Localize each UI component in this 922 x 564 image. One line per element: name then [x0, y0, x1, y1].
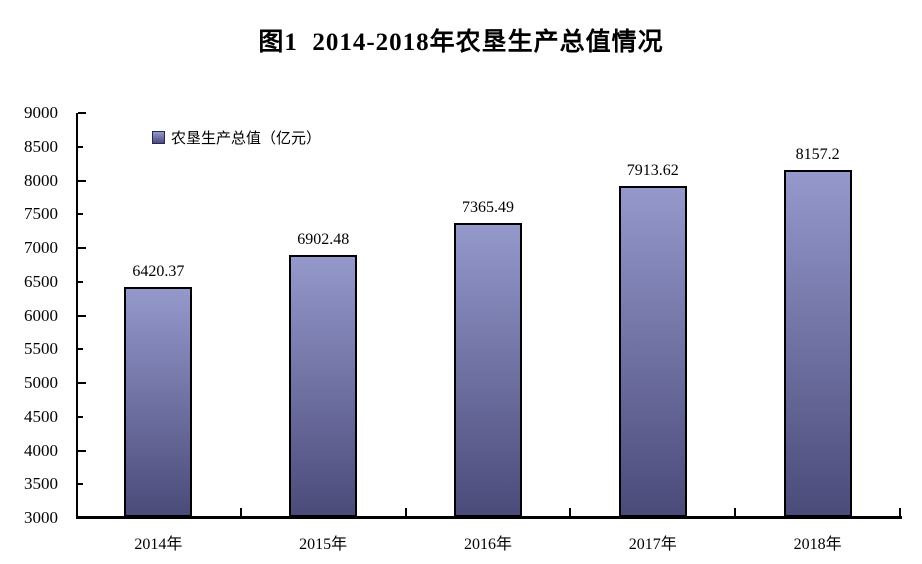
x-tick-label: 2014年	[134, 536, 183, 553]
y-tick-label: 6000	[24, 305, 58, 325]
x-tick-label: 2018年	[793, 536, 842, 553]
y-axis-tick	[78, 415, 83, 418]
bar	[618, 186, 687, 517]
y-tick-label: 3500	[24, 474, 58, 494]
bar	[289, 254, 358, 517]
y-tick-label: 9000	[24, 103, 58, 122]
y-axis-tick	[78, 179, 86, 182]
bar	[454, 223, 522, 517]
y-axis-tick	[78, 112, 86, 114]
bar-value-label: 6902.48	[297, 230, 350, 248]
y-tick-label: 8500	[24, 136, 58, 156]
y-axis-tick	[78, 483, 83, 486]
x-axis-tick	[734, 508, 737, 518]
y-axis-tick	[78, 382, 86, 384]
x-tick-label: 2017年	[628, 536, 677, 553]
y-axis-tick	[78, 314, 86, 317]
y-tick-label: 5000	[24, 373, 58, 392]
y-tick-label: 4500	[24, 406, 58, 426]
x-axis-tick	[404, 508, 407, 518]
y-axis-tick	[78, 247, 86, 249]
y-tick-label: 4000	[24, 440, 58, 460]
y-tick-label: 5500	[24, 339, 58, 359]
x-axis-tick	[239, 508, 242, 518]
y-axis-line	[76, 113, 78, 518]
legend: 农垦生产总值（亿元）	[152, 127, 321, 148]
x-axis-tick	[569, 508, 572, 518]
y-axis-tick	[78, 517, 86, 519]
y-axis-tick	[78, 449, 86, 452]
y-tick-label: 8000	[24, 170, 58, 190]
legend-swatch-icon	[152, 131, 165, 144]
y-axis-tick	[78, 145, 83, 148]
y-axis-tick	[78, 213, 83, 216]
legend-label: 农垦生产总值（亿元）	[171, 131, 322, 147]
y-tick-label: 7500	[24, 204, 58, 224]
bar-value-label: 8157.2	[795, 145, 840, 163]
x-axis-line	[76, 516, 902, 519]
x-tick-label: 2015年	[299, 536, 348, 553]
bar-value-label: 6420.37	[132, 263, 185, 281]
y-axis-tick	[78, 348, 83, 351]
bar	[783, 169, 852, 517]
x-axis-tick	[899, 508, 901, 518]
y-axis-tick	[78, 280, 83, 283]
y-tick-label: 6500	[24, 271, 58, 291]
bar	[124, 287, 193, 517]
y-tick-label: 7000	[24, 238, 58, 257]
bar-value-label: 7365.49	[462, 199, 514, 217]
x-tick-label: 2016年	[463, 536, 512, 553]
y-tick-label: 3000	[24, 508, 58, 527]
chart-title: 图1 2014-2018年农垦生产总值情况	[258, 29, 664, 56]
bar-value-label: 7913.62	[626, 162, 679, 180]
